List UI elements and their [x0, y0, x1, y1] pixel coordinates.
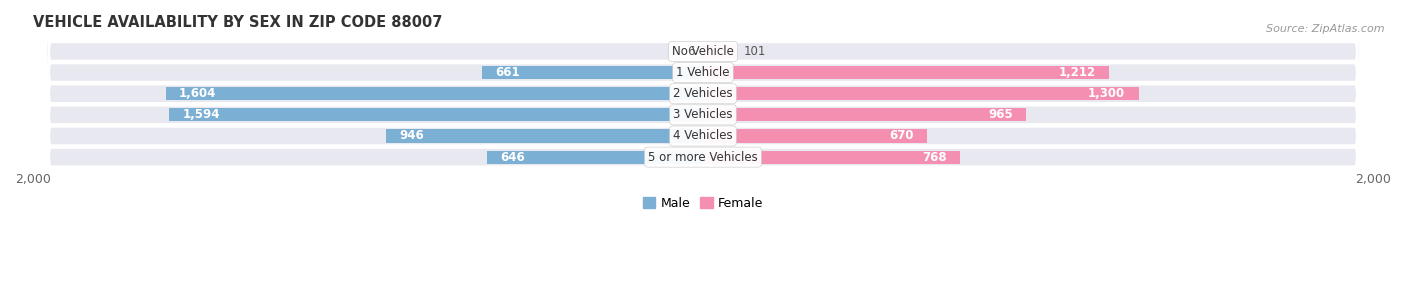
FancyBboxPatch shape	[46, 0, 1360, 306]
Text: 5 or more Vehicles: 5 or more Vehicles	[648, 151, 758, 164]
Bar	[703, 108, 1026, 121]
Bar	[481, 66, 703, 79]
FancyBboxPatch shape	[46, 0, 1360, 306]
Text: 6: 6	[686, 45, 695, 58]
Bar	[702, 45, 703, 58]
FancyBboxPatch shape	[46, 0, 1360, 306]
Text: 1,604: 1,604	[179, 87, 217, 100]
Text: 3 Vehicles: 3 Vehicles	[673, 108, 733, 121]
Text: 661: 661	[495, 66, 520, 79]
Bar	[169, 108, 703, 121]
FancyBboxPatch shape	[46, 0, 1360, 296]
Text: 1,300: 1,300	[1088, 87, 1125, 100]
Bar	[486, 151, 703, 164]
Text: 2 Vehicles: 2 Vehicles	[673, 87, 733, 100]
Text: 946: 946	[399, 129, 425, 143]
Text: VEHICLE AVAILABILITY BY SEX IN ZIP CODE 88007: VEHICLE AVAILABILITY BY SEX IN ZIP CODE …	[32, 15, 443, 30]
FancyBboxPatch shape	[46, 0, 1360, 306]
Text: 646: 646	[501, 151, 524, 164]
Legend: Male, Female: Male, Female	[638, 192, 768, 215]
Bar	[166, 87, 703, 100]
Text: 4 Vehicles: 4 Vehicles	[673, 129, 733, 143]
Bar	[703, 151, 960, 164]
FancyBboxPatch shape	[46, 0, 1360, 306]
Text: 965: 965	[988, 108, 1012, 121]
Bar	[703, 66, 1109, 79]
Text: 768: 768	[922, 151, 946, 164]
Text: 1 Vehicle: 1 Vehicle	[676, 66, 730, 79]
Bar	[703, 129, 928, 143]
Bar	[387, 129, 703, 143]
Text: No Vehicle: No Vehicle	[672, 45, 734, 58]
Text: 101: 101	[744, 45, 766, 58]
Bar	[703, 87, 1139, 100]
Text: 1,594: 1,594	[183, 108, 219, 121]
Text: 670: 670	[890, 129, 914, 143]
Text: 1,212: 1,212	[1059, 66, 1095, 79]
Bar	[703, 45, 737, 58]
Text: Source: ZipAtlas.com: Source: ZipAtlas.com	[1267, 24, 1385, 35]
